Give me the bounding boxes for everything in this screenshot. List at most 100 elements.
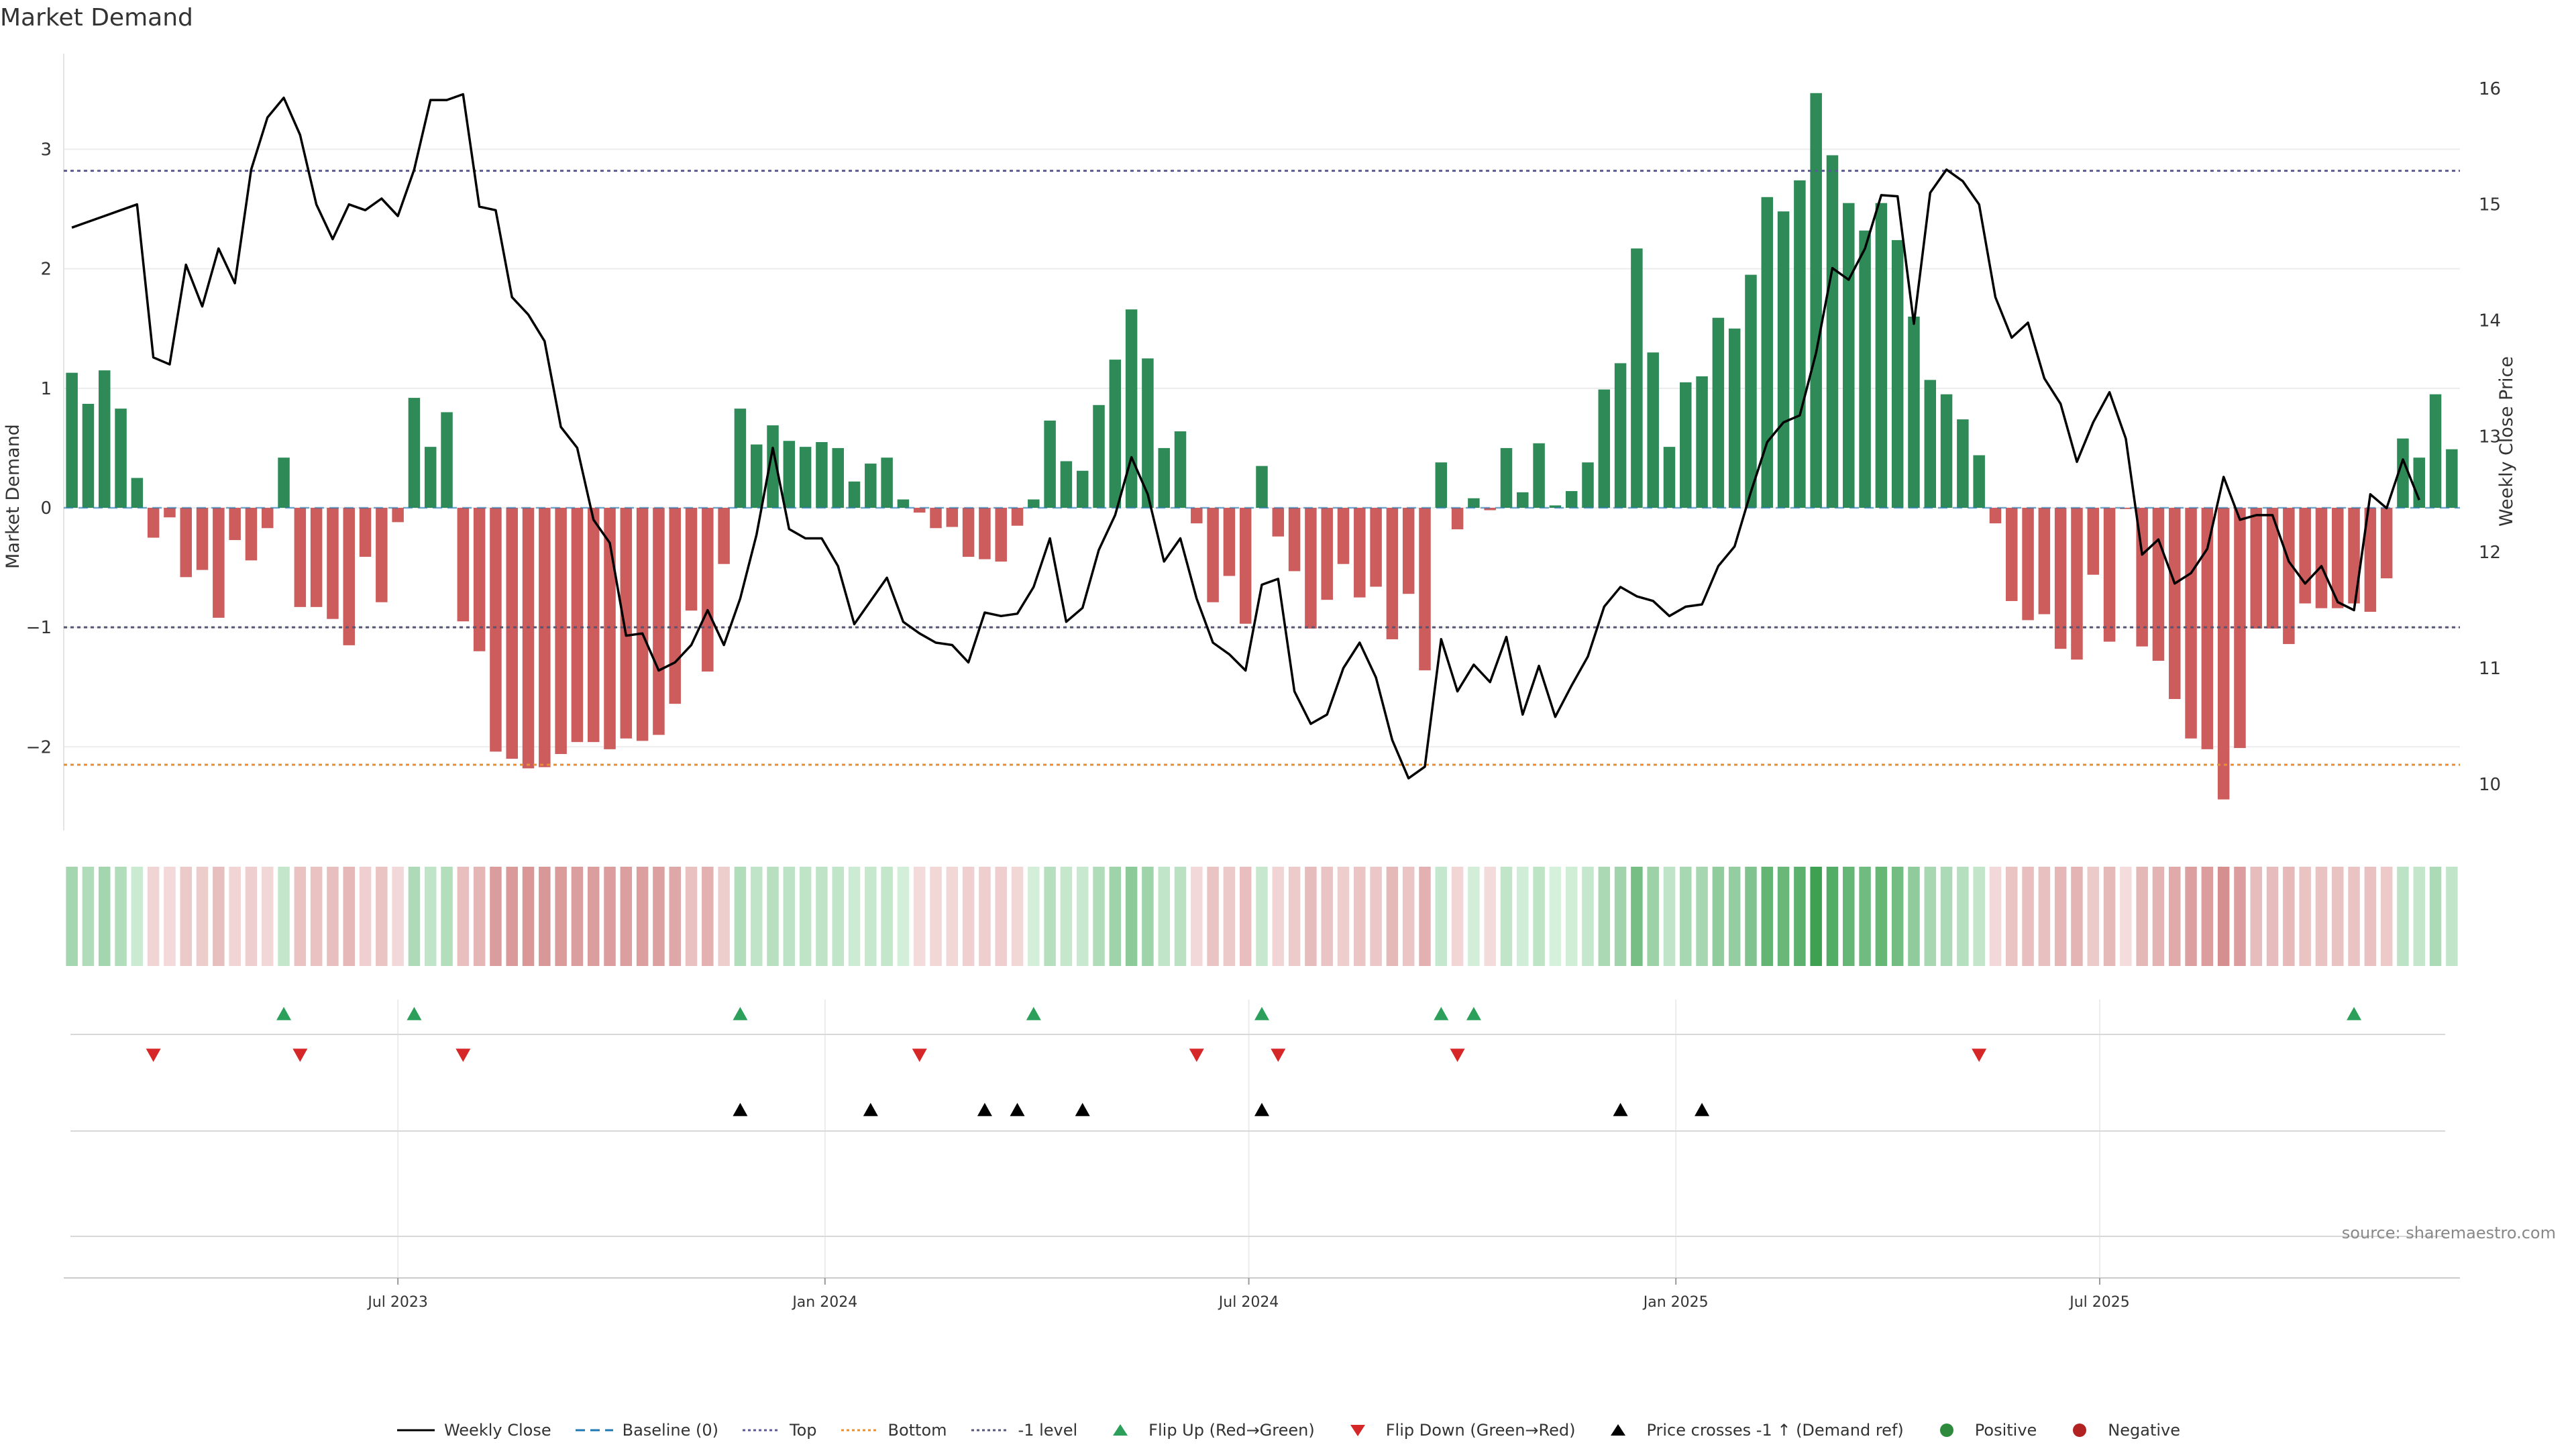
- demand-bar: [913, 507, 926, 513]
- demand-bar: [1696, 376, 1708, 508]
- heat-cell: [261, 867, 274, 966]
- weekly-close-series: [71, 93, 2420, 780]
- flip-down-marker: [292, 1049, 308, 1062]
- legend-label: Weekly Close: [443, 1421, 551, 1440]
- y-tick-label: −1: [26, 618, 52, 638]
- demand-bar: [2038, 507, 2051, 614]
- y-tick-label: −2: [26, 737, 52, 757]
- demand-bar: [930, 507, 942, 529]
- demand-bar: [2380, 507, 2393, 579]
- heat-cell: [1207, 867, 1219, 966]
- demand-bar: [1370, 507, 1382, 587]
- heat-cell: [2364, 867, 2377, 966]
- demand-bar: [2169, 507, 2181, 700]
- flip-down-marker: [1450, 1049, 1465, 1062]
- y2-tick-label: 13: [2479, 427, 2501, 447]
- heat-cell: [294, 867, 307, 966]
- heat-cell: [1142, 867, 1154, 966]
- demand-bar: [408, 398, 421, 508]
- heat-cell: [115, 867, 127, 966]
- demand-bar: [587, 507, 600, 743]
- demand-bar: [196, 507, 209, 570]
- x-tick-label: Jul 2025: [2068, 1294, 2130, 1311]
- y2-axis-label: Weekly Close Price: [2496, 356, 2517, 527]
- heat-cell: [2152, 867, 2165, 966]
- demand-bar: [734, 409, 747, 508]
- heat-cell: [962, 867, 975, 966]
- demand-bar: [1256, 466, 1268, 508]
- flip-up-marker: [1434, 1007, 1449, 1020]
- heat-cell: [832, 867, 844, 966]
- demand-bar: [1468, 498, 1480, 508]
- demand-bar: [180, 507, 192, 578]
- heat-cell: [1598, 867, 1611, 966]
- legend-item: Flip Down (Green→Red): [1338, 1421, 1575, 1440]
- heat-cell: [1435, 867, 1448, 966]
- heat-cell: [767, 867, 779, 966]
- price-cross-marker: [1075, 1103, 1090, 1116]
- heat-cell: [2299, 867, 2311, 966]
- heat-cell: [359, 867, 372, 966]
- demand-bar: [1174, 431, 1187, 508]
- demand-bar: [767, 425, 779, 508]
- heat-cell: [490, 867, 502, 966]
- demand-bar: [1125, 309, 1138, 508]
- demand-bar: [115, 409, 127, 508]
- heat-cell: [1680, 867, 1692, 966]
- flip-down-marker: [912, 1049, 927, 1062]
- heat-cell: [343, 867, 355, 966]
- demand-bar: [82, 403, 95, 508]
- heat-cell: [2429, 867, 2442, 966]
- legend-item: Positive: [1927, 1421, 2037, 1440]
- legend-item: Baseline (0): [574, 1421, 718, 1440]
- legend-item: Top: [741, 1421, 817, 1440]
- demand-bar: [1288, 507, 1301, 572]
- demand-bar: [457, 507, 470, 622]
- demand-bar: [636, 507, 649, 741]
- heat-cell: [1484, 867, 1496, 966]
- demand-bar: [99, 370, 111, 508]
- demand-bar: [376, 507, 388, 602]
- heat-cell: [457, 867, 470, 966]
- demand-bar: [1875, 203, 1888, 508]
- legend-triangle: [1350, 1425, 1365, 1436]
- heat-cell: [1614, 867, 1627, 966]
- heat-cell: [783, 867, 796, 966]
- demand-bar: [2185, 507, 2197, 739]
- demand-bar: [441, 412, 453, 508]
- heat-cell: [913, 867, 926, 966]
- demand-bar: [164, 507, 176, 518]
- heat-cell: [1712, 867, 1725, 966]
- heat-cell: [196, 867, 209, 966]
- heat-cell: [2006, 867, 2018, 966]
- heat-cell: [718, 867, 730, 966]
- heat-cell: [424, 867, 437, 966]
- demand-bar: [685, 507, 698, 611]
- price-cross-marker: [1613, 1103, 1628, 1116]
- y-tick-label: 2: [40, 260, 52, 280]
- demand-bar: [490, 507, 502, 752]
- demand-bar: [604, 507, 616, 749]
- heat-cell: [2071, 867, 2083, 966]
- heat-cell: [848, 867, 861, 966]
- demand-bar: [1973, 455, 1985, 508]
- heat-cell: [1745, 867, 1757, 966]
- heat-cell: [1631, 867, 1643, 966]
- legend-label: Bottom: [888, 1421, 947, 1440]
- flip-up-marker: [2347, 1007, 2362, 1020]
- demand-bar: [2103, 507, 2116, 642]
- heat-cell: [1957, 867, 1969, 966]
- flip-down-marker: [455, 1049, 471, 1062]
- demand-bar: [1044, 420, 1056, 508]
- demand-bar: [539, 507, 551, 767]
- chart-legend: Weekly Close Baseline (0) Top Bottom -1 leve…: [0, 1421, 2576, 1440]
- demand-bar: [1777, 211, 1790, 508]
- heat-cell: [881, 867, 893, 966]
- legend-label: Baseline (0): [622, 1421, 718, 1440]
- demand-bar: [799, 447, 812, 508]
- demand-bar: [392, 507, 404, 523]
- demand-bar: [979, 507, 991, 559]
- flip-down-marker: [1271, 1049, 1286, 1062]
- heat-cell: [1647, 867, 1659, 966]
- heat-cell: [1256, 867, 1268, 966]
